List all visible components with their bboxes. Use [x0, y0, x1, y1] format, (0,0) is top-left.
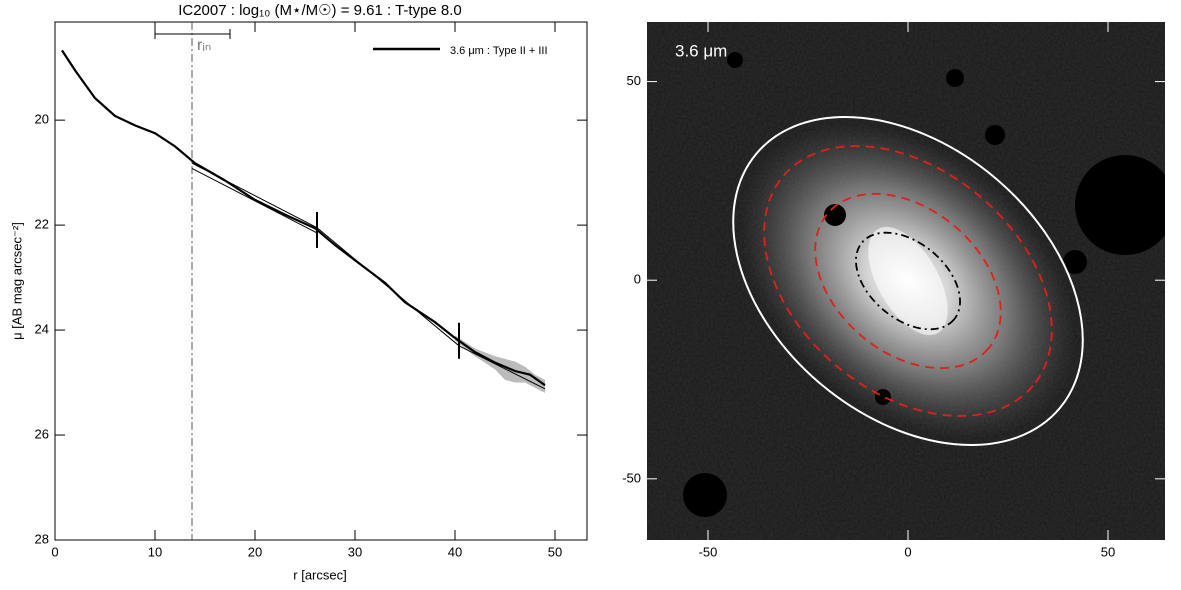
y-tick-label: 28 [35, 531, 49, 546]
x-tick-label: 40 [448, 544, 462, 559]
x-tick-label: 30 [348, 544, 362, 559]
x-tick-label: 0 [51, 544, 58, 559]
profile-line [191, 167, 318, 234]
profile-line [61, 49, 546, 387]
x-label: r [arcsec] [293, 567, 346, 582]
x-tick-label: 10 [148, 544, 162, 559]
y-tick-label: 26 [35, 426, 49, 441]
y-tick-label: 50 [627, 73, 641, 88]
x-tick-label: 20 [248, 544, 262, 559]
frame [54, 21, 588, 541]
y-tick-label: 24 [35, 322, 49, 337]
legend-label: 3.6 μm : Type II + III [450, 45, 548, 57]
title: IC2007 : log₁₀ (M⋆/M☉) = 9.61 : T-type 8… [178, 2, 462, 19]
galaxy-image [647, 22, 1165, 540]
r-in-label: rᵢₙ [197, 37, 211, 54]
y-tick-label: 22 [35, 217, 49, 232]
x-tick-label: -50 [699, 544, 718, 559]
y-label: μ [AB mag arcsec⁻²] [9, 222, 24, 340]
y-tick-label: 20 [35, 112, 49, 127]
profile-line [191, 162, 546, 390]
y-tick-label: -50 [622, 470, 641, 485]
y-tick-label: 0 [634, 272, 641, 287]
x-tick-label: 50 [1101, 544, 1115, 559]
x-tick-label: 0 [904, 544, 911, 559]
image-label: 3.6 μm [675, 41, 727, 60]
x-tick-label: 50 [548, 544, 562, 559]
